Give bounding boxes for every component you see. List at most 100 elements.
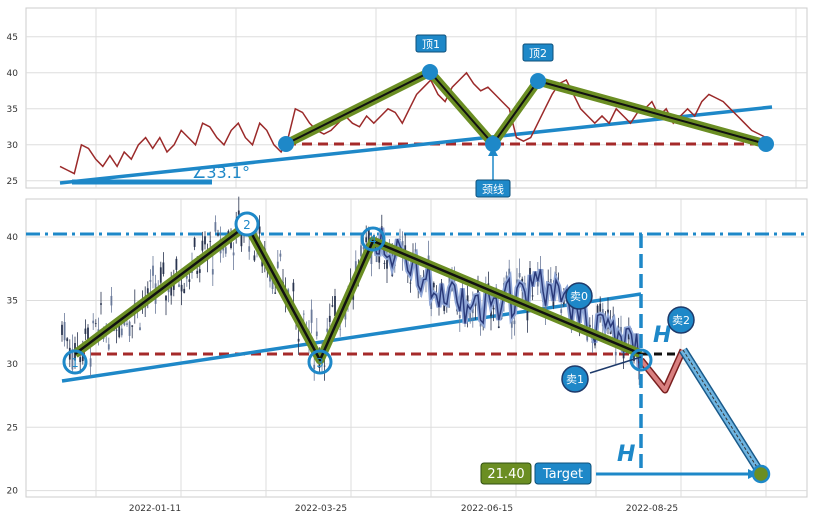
- bottom-xtick-label: 2022-01-11: [129, 504, 181, 514]
- candle-body: [594, 342, 596, 346]
- candle-body: [198, 269, 201, 273]
- neckline-label: 颈线: [482, 182, 504, 196]
- candle-body: [248, 246, 251, 252]
- target-value-badge: [480, 462, 532, 485]
- candle-body: [126, 323, 128, 325]
- candle-body: [253, 255, 256, 261]
- candle-body: [339, 328, 342, 330]
- candle-body: [66, 338, 69, 342]
- candle-body: [497, 326, 500, 329]
- pattern-point-2: [234, 211, 260, 237]
- bottom-grid: [26, 199, 807, 497]
- candle-body: [100, 303, 102, 305]
- candle-body: [193, 237, 196, 247]
- top-ytick-label: 30: [7, 141, 19, 151]
- candle-body: [123, 320, 126, 326]
- peak2-label-box: [522, 43, 554, 62]
- target-point: [751, 464, 771, 484]
- sell0-marker: [565, 282, 593, 310]
- candle-body: [334, 295, 336, 317]
- pattern-point-2-label: 2: [243, 218, 251, 232]
- target-label-badge: [534, 462, 592, 485]
- candle-body: [89, 358, 92, 367]
- top-price-line: [59, 71, 767, 175]
- candle-body: [240, 233, 243, 247]
- candle-body: [118, 322, 121, 338]
- candle-body: [227, 230, 230, 235]
- sell1-pointer: [589, 356, 642, 374]
- candle-body: [588, 324, 591, 328]
- candle-body: [526, 311, 529, 321]
- bottom-ytick-label: 30: [7, 360, 19, 370]
- bottom-ytick-label: 35: [7, 296, 18, 306]
- candle-body: [313, 364, 316, 370]
- candle-body: [81, 354, 84, 362]
- bottom-ytick-label: 20: [7, 487, 19, 497]
- smooth-price-line: [373, 227, 640, 369]
- top-point-peak1: [422, 64, 438, 80]
- candle-body: [627, 330, 630, 340]
- candle-body: [622, 349, 625, 359]
- candle-body: [518, 273, 521, 278]
- candle-body: [365, 237, 368, 243]
- candle-body: [139, 327, 141, 331]
- sell2-marker: [667, 306, 695, 334]
- top-ytick-label: 35: [7, 105, 18, 115]
- axis-labels: 25 30 35 40 45 20 25 30 35 40 2022-01-11 2022-03-25…: [7, 33, 679, 514]
- candle-body: [432, 282, 435, 288]
- candle-body: [453, 280, 456, 282]
- bottom-pattern-core: [74, 223, 642, 362]
- candle-body: [614, 351, 617, 356]
- bottom-xtick-label: 2022-08-25: [626, 504, 678, 514]
- candle-body: [279, 253, 282, 257]
- pattern-point-1-label: 1: [71, 356, 79, 370]
- candle-body: [409, 282, 412, 284]
- candle-body: [367, 229, 370, 249]
- candle-body: [107, 344, 110, 350]
- candle-body: [131, 325, 134, 327]
- candle-body: [292, 282, 295, 292]
- candle-body: [620, 326, 622, 336]
- peak1-label: 顶1: [422, 38, 440, 51]
- candle-body: [258, 226, 261, 234]
- candle-body: [230, 237, 232, 249]
- top-trend-line: [59, 105, 773, 185]
- candle-body: [149, 279, 152, 282]
- candle-body: [596, 305, 599, 316]
- candle-body: [492, 307, 495, 310]
- angle-label: ∠33.1°: [192, 163, 250, 182]
- candle-body: [544, 305, 547, 312]
- candle-body: [87, 327, 89, 340]
- candle-body: [531, 295, 534, 297]
- bottom-xtick-label: 2022-06-15: [461, 504, 513, 514]
- candle-body: [211, 269, 214, 275]
- candle-body: [217, 233, 219, 236]
- candle-body: [214, 222, 217, 232]
- pattern-point-4-label: 4: [369, 233, 377, 247]
- candle-body: [237, 210, 240, 215]
- candle-body: [63, 321, 66, 341]
- candle-body: [328, 315, 331, 322]
- peak2-label: 顶2: [529, 47, 547, 60]
- top-ytick-label: 40: [7, 69, 19, 79]
- candle-body: [386, 255, 388, 269]
- pattern-point-3: [307, 349, 333, 375]
- candle-body: [331, 305, 334, 307]
- bottom-panel-frame: [25, 198, 808, 498]
- sell1-marker: [561, 365, 589, 393]
- neckline-arrow-head: [488, 147, 498, 156]
- candle-body: [92, 320, 95, 324]
- bottom-ytick-label: 40: [7, 233, 19, 243]
- candle-body: [175, 258, 178, 270]
- candle-body: [183, 288, 186, 294]
- candle-body: [224, 247, 227, 254]
- candle-body: [276, 261, 279, 268]
- bottom-ytick-label: 25: [7, 423, 18, 433]
- candle-body: [232, 252, 235, 256]
- candle-body: [204, 236, 206, 245]
- candle-body: [128, 321, 131, 336]
- target-value: 21.40: [487, 467, 524, 482]
- height-label-lower: H: [617, 442, 635, 467]
- candle-body: [310, 309, 313, 323]
